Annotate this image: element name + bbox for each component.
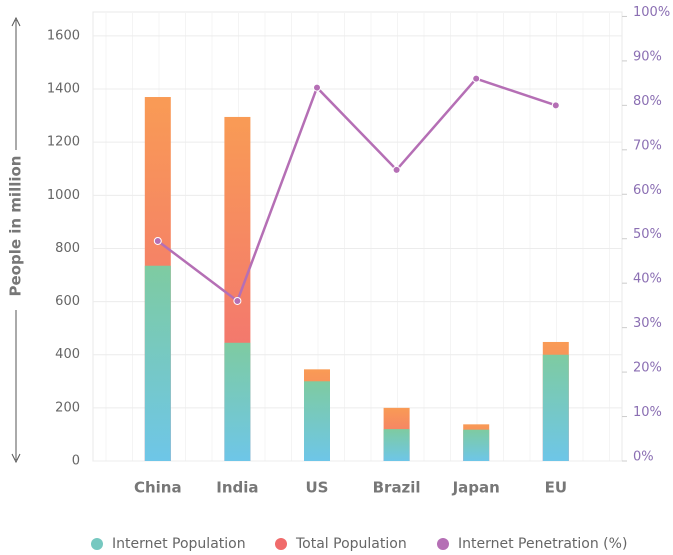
bar (383, 429, 410, 461)
legend-label: Internet Penetration (%) (458, 536, 627, 552)
plot-frame (92, 11, 623, 462)
y2-tick-label: 90% (633, 49, 662, 64)
y-tick-label: 1000 (47, 188, 80, 203)
bar (542, 354, 569, 461)
x-tick-label: Brazil (373, 479, 421, 497)
y2-tick-label: 50% (633, 227, 662, 242)
x-tick-label: China (134, 479, 182, 497)
y-axis-label: People in million (7, 156, 25, 297)
y-tick-label: 200 (55, 400, 80, 415)
y2-tick-label: 40% (633, 272, 662, 287)
y-tick-label: 400 (55, 347, 80, 362)
y2-tick-label: 30% (633, 316, 662, 331)
y-tick-label: 1400 (47, 82, 80, 97)
x-tick-label: India (216, 479, 258, 497)
y2-tick-label: 70% (633, 138, 662, 153)
legend-swatch (91, 538, 103, 550)
y2-tick-label: 20% (633, 361, 662, 376)
line-point (551, 101, 560, 110)
legend-label: Total Population (295, 536, 407, 552)
bar (304, 381, 330, 461)
y2-tick-label: 0% (633, 450, 654, 465)
y2-tick-label: 60% (633, 183, 662, 198)
y2-tick-label: 10% (633, 405, 662, 420)
bar (224, 342, 251, 461)
y-tick-label: 1200 (47, 135, 80, 150)
x-tick-label: Japan (452, 479, 500, 497)
y-tick-label: 800 (55, 241, 80, 256)
y2-tick-label: 80% (633, 94, 662, 109)
line (157, 77, 557, 303)
line-point (153, 236, 162, 245)
x-tick-label: EU (545, 479, 567, 497)
x-tick-label: US (306, 479, 329, 497)
y-tick-label: 600 (55, 294, 80, 309)
y-tick-label: 0 (72, 454, 80, 469)
y-tick-label: 1600 (47, 28, 80, 43)
legend-label: Internet Population (112, 536, 246, 552)
bar (144, 265, 171, 461)
line-point (472, 74, 481, 83)
y2-tick-label: 100% (633, 5, 670, 20)
legend-swatch (437, 538, 449, 550)
legend-swatch (275, 538, 287, 550)
y-axis-arrow (11, 16, 21, 464)
bar (463, 429, 490, 461)
line-point (313, 83, 321, 92)
line-point (233, 296, 242, 305)
line-point (392, 165, 401, 174)
